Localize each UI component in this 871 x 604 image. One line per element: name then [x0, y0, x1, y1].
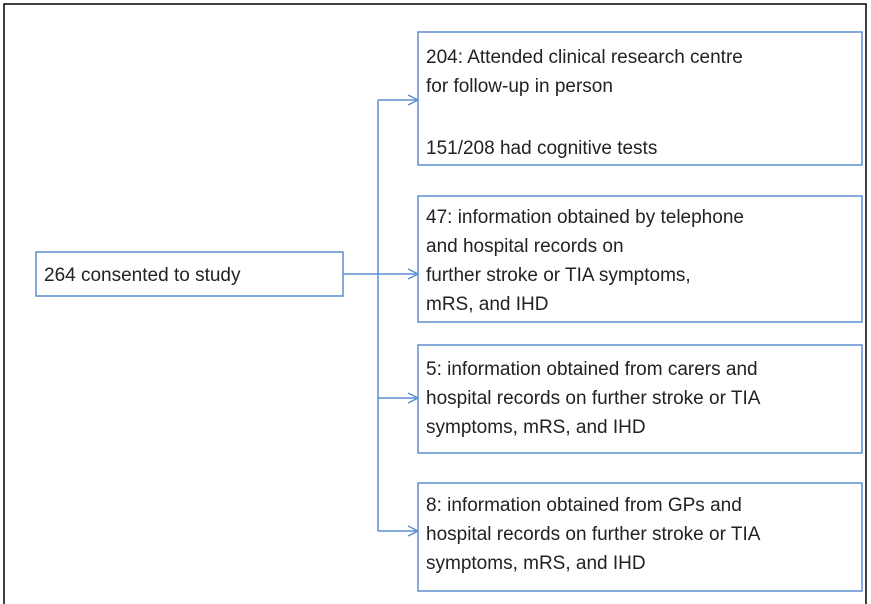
node-text: 47: information obtained by telephone [426, 207, 744, 228]
node-box [417, 344, 863, 454]
node-text: 204: Attended clinical research centre [426, 47, 743, 68]
arrowheads [407, 94, 420, 537]
node-text: 5: information obtained from carers and [426, 359, 758, 380]
node-text: for follow-up in person [426, 76, 613, 97]
node-box [417, 195, 863, 323]
node-box [417, 482, 863, 592]
node-text: symptoms, mRS, and IHD [426, 417, 646, 438]
node-text: hospital records on further stroke or TI… [426, 388, 761, 409]
node-text: hospital records on further stroke or TI… [426, 524, 761, 545]
node-text: further stroke or TIA symptoms, [426, 265, 691, 286]
connectors [343, 99, 418, 532]
node-text: symptoms, mRS, and IHD [426, 553, 646, 574]
node-text: and hospital records on [426, 236, 624, 257]
node-text: 264 consented to study [44, 265, 241, 286]
node-text: 8: information obtained from GPs and [426, 495, 742, 516]
node-box [417, 31, 863, 166]
node-text: 151/208 had cognitive tests [426, 138, 657, 159]
node-text: mRS, and IHD [426, 294, 548, 315]
frame [3, 3, 867, 604]
node-box [35, 251, 344, 297]
